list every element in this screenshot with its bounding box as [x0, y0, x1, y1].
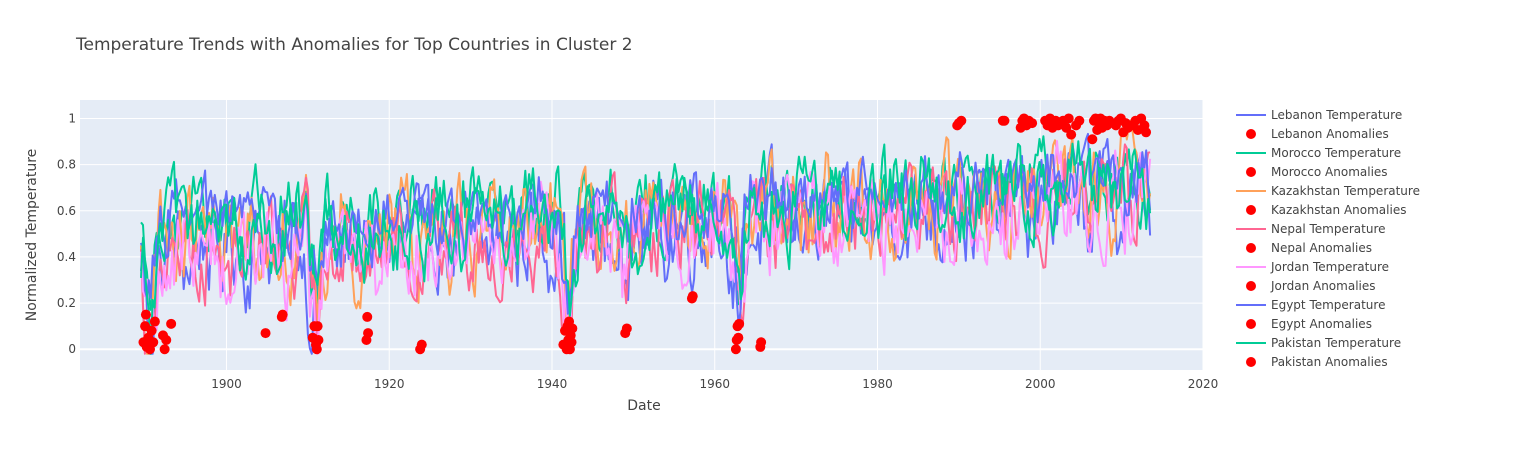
x-tick-label: 2020 [1188, 377, 1219, 391]
legend-item[interactable]: Nepal Anomalies [1246, 241, 1372, 255]
y-tick-label: 0.8 [57, 158, 76, 172]
legend-dot-swatch [1246, 129, 1256, 139]
anomaly-point [362, 311, 373, 322]
legend-item[interactable]: Lebanon Anomalies [1246, 127, 1389, 141]
anomaly-point [567, 323, 578, 334]
y-tick-label: 0 [68, 342, 76, 356]
anomaly-point [756, 337, 767, 348]
legend-item[interactable]: Pakistan Temperature [1236, 336, 1401, 350]
legend[interactable]: Lebanon Temperature Lebanon Anomalies Moro… [1236, 108, 1420, 369]
legend-item[interactable]: Jordan Temperature [1236, 260, 1389, 274]
legend-label: Kazakhstan Anomalies [1271, 203, 1406, 217]
y-tick-label: 0.2 [57, 296, 76, 310]
anomaly-point [260, 328, 271, 339]
anomaly-point [730, 344, 741, 355]
anomaly-point [687, 291, 698, 302]
anomaly-point [144, 339, 155, 350]
chart-title: Temperature Trends with Anomalies for To… [75, 35, 633, 55]
legend-label: Jordan Temperature [1270, 260, 1389, 274]
legend-label: Pakistan Temperature [1271, 336, 1401, 350]
legend-label: Kazakhstan Temperature [1271, 184, 1420, 198]
plot-lines [138, 113, 1152, 355]
legend-label: Pakistan Anomalies [1271, 355, 1388, 369]
x-axis-ticks: 1900 1920 1940 1960 1980 2000 2020 [211, 377, 1218, 391]
series-line [140, 140, 1152, 355]
anomaly-point [1061, 122, 1072, 133]
x-tick-label: 1980 [862, 377, 893, 391]
legend-label: Lebanon Anomalies [1271, 127, 1389, 141]
legend-item[interactable]: Jordan Anomalies [1246, 279, 1376, 293]
anomaly-point [161, 335, 172, 345]
anomaly-point [999, 115, 1010, 126]
anomaly-point [1074, 115, 1085, 126]
legend-label: Jordan Anomalies [1270, 279, 1376, 293]
legend-item[interactable]: Egypt Temperature [1236, 298, 1385, 312]
anomaly-point [312, 321, 323, 332]
legend-dot-swatch [1246, 167, 1256, 177]
anomaly-point [146, 325, 157, 336]
anomaly-point [1141, 127, 1152, 138]
anomaly-point [621, 323, 632, 334]
anomaly-point [1063, 113, 1074, 124]
x-tick-label: 2000 [1025, 377, 1056, 391]
anomaly-point [149, 316, 160, 327]
legend-dot-swatch [1246, 205, 1256, 215]
y-tick-label: 1 [68, 111, 76, 125]
anomaly-point [1027, 118, 1038, 129]
anomaly-point [734, 318, 745, 329]
y-tick-label: 0.6 [57, 204, 76, 218]
legend-item[interactable]: Egypt Anomalies [1246, 317, 1372, 331]
anomaly-point [313, 335, 324, 345]
y-tick-label: 0.4 [57, 250, 76, 264]
x-axis-title: Date [627, 398, 660, 414]
anomaly-point [1087, 134, 1098, 145]
legend-label: Morocco Anomalies [1271, 165, 1388, 179]
anomaly-point [566, 337, 577, 348]
y-axis-title: Normalized Temperature [24, 149, 40, 322]
legend-item[interactable]: Kazakhstan Temperature [1236, 184, 1420, 198]
legend-item[interactable]: Pakistan Anomalies [1246, 355, 1388, 369]
legend-label: Morocco Temperature [1271, 146, 1401, 160]
legend-dot-swatch [1246, 357, 1256, 367]
x-tick-label: 1900 [211, 377, 242, 391]
legend-dot-swatch [1246, 281, 1256, 291]
legend-item[interactable]: Morocco Anomalies [1246, 165, 1388, 179]
anomaly-point [166, 318, 177, 329]
anomaly-point [733, 332, 744, 343]
anomaly-point [363, 328, 374, 339]
x-tick-label: 1960 [699, 377, 730, 391]
legend-label: Egypt Anomalies [1271, 317, 1372, 331]
x-tick-label: 1940 [537, 377, 568, 391]
legend-label: Egypt Temperature [1271, 298, 1385, 312]
legend-dot-swatch [1246, 243, 1256, 253]
anomaly-point [956, 115, 967, 126]
anomaly-point [140, 309, 151, 320]
legend-item[interactable]: Morocco Temperature [1236, 146, 1401, 160]
anomaly-point [277, 309, 288, 320]
legend-item[interactable]: Kazakhstan Anomalies [1246, 203, 1406, 217]
anomaly-point [1066, 129, 1077, 140]
series-line [140, 140, 1152, 355]
legend-item[interactable]: Lebanon Temperature [1236, 108, 1402, 122]
legend-label: Nepal Temperature [1271, 222, 1386, 236]
legend-label: Lebanon Temperature [1271, 108, 1402, 122]
anomaly-point [159, 344, 170, 355]
legend-dot-swatch [1246, 319, 1256, 329]
y-axis-ticks: 0 0.2 0.4 0.6 0.8 1 [57, 111, 76, 356]
anomaly-point [416, 339, 427, 350]
anomaly-point [311, 344, 322, 355]
legend-item[interactable]: Nepal Temperature [1236, 222, 1386, 236]
x-tick-label: 1920 [374, 377, 405, 391]
legend-label: Nepal Anomalies [1271, 241, 1372, 255]
